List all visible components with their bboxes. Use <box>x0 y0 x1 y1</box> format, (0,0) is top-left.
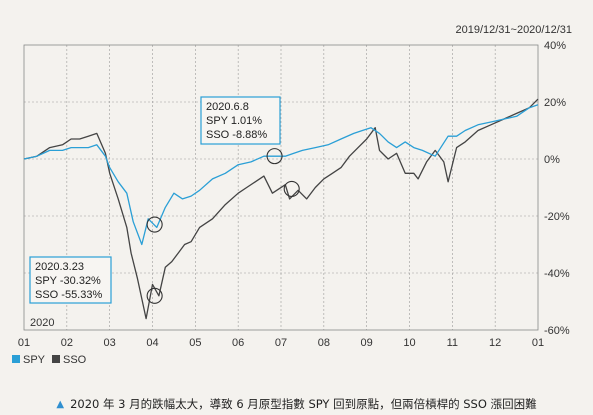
callout-spy: SPY 1.01% <box>206 115 262 127</box>
legend-label-sso: SSO <box>63 354 87 366</box>
x-tick-label: 02 <box>61 337 73 349</box>
callout-2020-6-8: 2020.6.8 SPY 1.01% SSO -8.88% <box>200 96 281 145</box>
marker-circle <box>146 216 163 233</box>
x-tick-label: 04 <box>146 337 158 349</box>
y-tick-label: -60% <box>544 325 570 337</box>
chart-background <box>0 0 593 393</box>
x-tick-label: 05 <box>189 337 201 349</box>
y-axis: 40% 20% 0% -20% -40% -60% <box>544 40 570 337</box>
caption: ▲ 2020 年 3 月的跌幅太大，導致 6 月原型指數 SPY 回到原點，但兩… <box>0 393 593 415</box>
legend-label-spy: SPY <box>23 354 46 366</box>
y-tick-label: -40% <box>544 268 570 280</box>
callout-spy: SPY -30.32% <box>35 275 101 287</box>
x-tick-label: 11 <box>447 337 458 349</box>
y-tick-label: 40% <box>544 40 566 52</box>
legend-swatch-sso <box>52 355 60 363</box>
x-tick-label: 10 <box>403 337 415 349</box>
callout-2020-3-23: 2020.3.23 SPY -30.32% SSO -55.33% <box>29 256 112 304</box>
legend: SPY SSO <box>12 354 87 366</box>
callout-sso: SSO -55.33% <box>35 289 102 301</box>
marker-circle <box>146 287 163 304</box>
x-tick-label: 09 <box>361 337 373 349</box>
callout-box <box>29 256 112 304</box>
y-tick-label: 0% <box>544 154 560 166</box>
series-line-spy <box>23 104 539 246</box>
caption-text: 2020 年 3 月的跌幅太大，導致 6 月原型指數 SPY 回到原點，但兩倍槓… <box>70 397 537 411</box>
marker-circle <box>283 180 300 197</box>
marker-circle <box>266 148 283 165</box>
triangle-icon: ▲ <box>56 398 65 410</box>
marker-layer <box>146 148 300 304</box>
x-tick-label: 06 <box>232 337 244 349</box>
x-tick-label: 08 <box>318 337 330 349</box>
date-range-label: 2019/12/31~2020/12/31 <box>455 24 572 36</box>
callout-box <box>200 96 281 145</box>
x-tick-label: 12 <box>489 337 501 349</box>
x-axis: 01 02 03 04 05 06 07 08 09 10 11 12 01 <box>18 337 544 349</box>
legend-swatch-spy <box>12 355 20 363</box>
year-label: 2020 <box>30 317 54 329</box>
x-tick-label: 03 <box>104 337 116 349</box>
y-tick-label: 20% <box>544 97 566 109</box>
line-chart: 2019/12/31~2020/12/31 2020 40% 20% 0% -20% -… <box>0 0 593 393</box>
callout-date: 2020.3.23 <box>35 261 84 273</box>
x-tick-label: 01 <box>532 337 544 349</box>
plot-frame <box>23 44 539 331</box>
series-layer <box>23 98 539 320</box>
y-tick-label: -20% <box>544 211 570 223</box>
callout-sso: SSO -8.88% <box>206 129 267 141</box>
callout-date: 2020.6.8 <box>206 101 249 113</box>
x-tick-label: 01 <box>18 337 30 349</box>
series-line-sso <box>23 98 539 320</box>
x-tick-label: 07 <box>275 337 287 349</box>
